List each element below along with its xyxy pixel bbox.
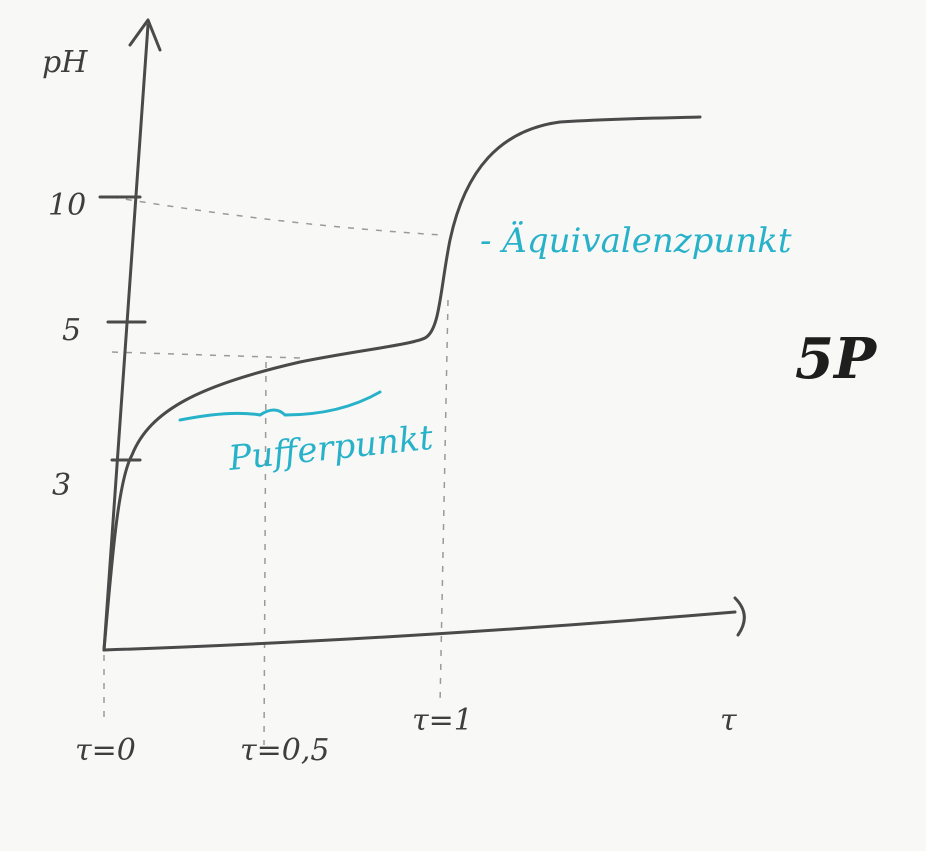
titration-curve [104,117,700,650]
y-tick-label: 5 [62,313,81,348]
x-axis-label: τ [720,703,737,738]
guide-line [112,197,442,235]
buffer-squiggle [180,392,380,420]
score: 5P [795,326,878,392]
y-tick-label: 10 [48,188,86,223]
sketch: pH τ 10 5 3 τ=0 τ=0,5 τ=1 - Äquivalenzpu… [0,0,926,851]
guide-line [440,300,448,705]
equivalence-annotation: - Äquivalenzpunkt [480,221,792,261]
page: {"axes": {"y_label": "pH", "x_label": "τ… [0,0,926,851]
y-axis-label: pH [42,45,88,80]
y-axis [104,25,148,650]
x-tick-label: τ=0,5 [240,733,329,768]
guide-line [264,362,266,745]
y-axis-arrow [130,20,160,50]
x-axis [104,612,735,650]
y-tick-label: 3 [52,468,71,503]
x-tick-label: τ=1 [412,703,473,738]
x-tick-label: τ=0 [75,733,136,768]
buffer-annotation: Pufferpunkt [226,418,435,479]
guide-line [112,352,300,358]
x-axis-arrow [735,598,744,635]
